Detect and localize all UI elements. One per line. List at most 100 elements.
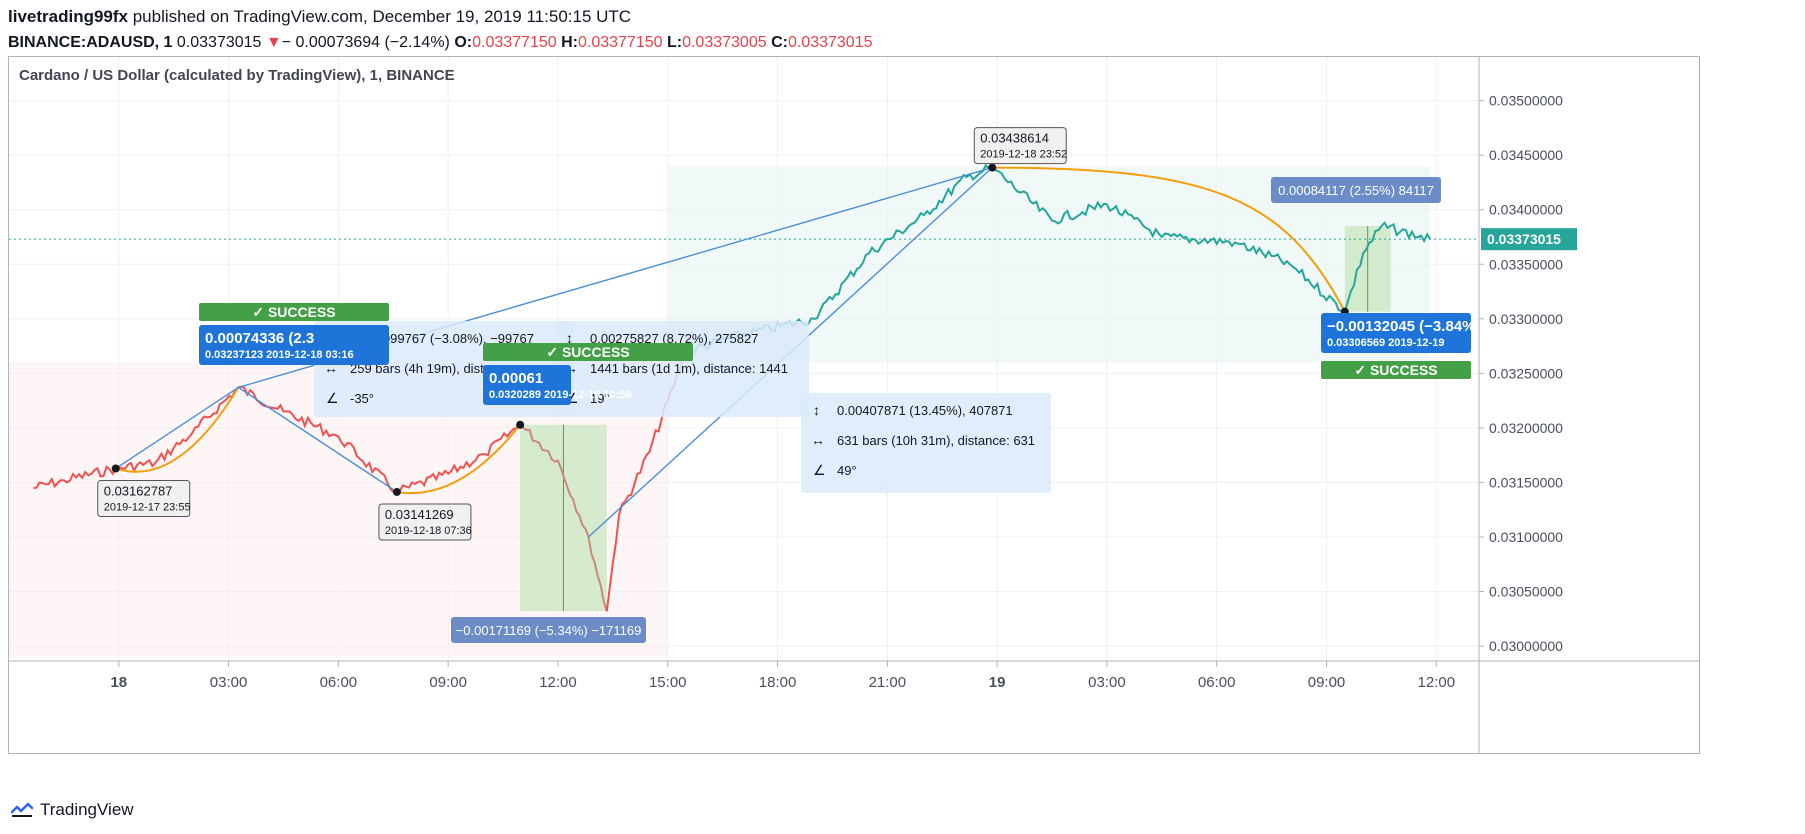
price-series-drop: [519, 424, 608, 612]
range-label-box[interactable]: [1271, 177, 1441, 203]
y-tick-label: 0.03500000: [1489, 93, 1563, 109]
open-value: 0.03377150: [472, 34, 557, 51]
high-label: H:: [561, 34, 578, 51]
low-value: 0.03373005: [682, 34, 767, 51]
y-tick-label: 0.03300000: [1489, 311, 1563, 327]
trade-label-box[interactable]: [483, 365, 571, 405]
publish-info: published on TradingView.com, December 1…: [128, 7, 632, 26]
date-range-icon: ↔: [811, 432, 825, 448]
tradingview-logo-icon: [10, 802, 34, 817]
measure-angle: -35°: [350, 391, 374, 406]
x-tick-label: 12:00: [539, 674, 577, 691]
measure-change: 0.00275827 (8.72%), 275827: [590, 331, 758, 346]
success-tag-text: ✓ SUCCESS: [546, 344, 629, 360]
pivot-time: 2019-12-18 07:36: [385, 525, 472, 537]
range-label-box[interactable]: [451, 617, 646, 643]
price-range-icon: ↕: [566, 330, 573, 346]
measure-bars: 631 bars (10h 31m), distance: 631: [837, 433, 1035, 448]
success-tag: [483, 343, 693, 361]
pattern-arc-3: [992, 166, 1346, 313]
x-tick-label: 06:00: [320, 674, 358, 691]
x-tick-label: 03:00: [210, 674, 248, 691]
y-tick-label: 0.03000000: [1489, 638, 1563, 654]
last-price-tag-text: 0.03373015: [1487, 231, 1561, 247]
x-tick-label: 12:00: [1418, 674, 1456, 691]
price-change: − 0.00073694 (−2.14%): [281, 34, 450, 51]
price-chart[interactable]: 0.03162787 2019-12-17 23:55 0.03141269 2019…: [9, 57, 1699, 753]
y-tick-label: 0.03250000: [1489, 365, 1563, 381]
trade-label-value: 0.00061: [489, 370, 543, 387]
trade-label-box[interactable]: [1321, 313, 1471, 353]
tradingview-brand: TradingView: [40, 800, 134, 819]
range-label-text: 0.00084117 (2.55%) 84117: [1278, 183, 1434, 198]
success-tag: [199, 303, 389, 321]
angle-icon: ∠: [813, 462, 826, 478]
measure-change: −0.00099767 (−3.08%), −99767: [350, 331, 534, 346]
low-label: L:: [666, 34, 683, 51]
pivot-price: 0.03162787: [104, 484, 173, 499]
x-tick-label: 18: [110, 674, 127, 691]
trade-label-sub: 0.03237123 2019-12-18 03:16: [205, 349, 354, 361]
pivot-point[interactable]: [392, 487, 401, 496]
publish-line: livetrading99fx published on TradingView…: [8, 6, 1788, 28]
trade-label-box[interactable]: [199, 325, 389, 365]
price-series-bullish: [686, 163, 1432, 354]
close-value: 0.03373015: [787, 34, 873, 51]
pivot-label-box: [973, 127, 1067, 165]
y-tick-label: 0.03150000: [1489, 474, 1563, 490]
down-arrow-icon: ▼: [265, 34, 282, 51]
trade-label-sub: 0.03306569 2019-12-19: [1327, 337, 1444, 349]
pivot-point[interactable]: [516, 420, 525, 429]
x-tick-label: 21:00: [869, 674, 907, 691]
pivot-label-box: [97, 480, 191, 518]
pivot-point[interactable]: [988, 163, 997, 172]
close-label: C:: [771, 34, 788, 51]
chart-pane[interactable]: 0.03162787 2019-12-17 23:55 0.03141269 2019…: [8, 56, 1700, 754]
price-range-icon: ↕: [813, 402, 820, 418]
x-tick-label: 03:00: [1088, 674, 1126, 691]
success-tag-text: ✓ SUCCESS: [252, 304, 335, 320]
x-tick-label: 19: [989, 674, 1006, 691]
angle-icon: ∠: [326, 390, 339, 406]
measure-change: 0.00407871 (13.45%), 407871: [837, 403, 1013, 418]
pivot-time: 2019-12-18 23:52: [980, 149, 1067, 161]
x-tick-label: 06:00: [1198, 674, 1236, 691]
range-label-text: −0.00171169 (−5.34%) −171169: [456, 623, 642, 638]
measure-angle: 19°: [590, 391, 610, 406]
y-tick-label: 0.03050000: [1489, 584, 1563, 600]
publisher-name[interactable]: livetrading99fx: [8, 7, 128, 26]
open-label: O:: [454, 34, 473, 51]
x-tick-label: 09:00: [1308, 674, 1346, 691]
last-price: 0.03373015: [176, 34, 262, 51]
pivot-point[interactable]: [111, 464, 120, 473]
success-tag: [1321, 361, 1471, 379]
trend-line: [115, 386, 239, 470]
y-tick-label: 0.03400000: [1489, 202, 1563, 218]
y-tick-label: 0.03200000: [1489, 420, 1563, 436]
pattern-arc-2: [396, 424, 521, 495]
chart-title: Cardano / US Dollar (calculated by Tradi…: [19, 67, 455, 84]
quote-line: BINANCE:ADAUSD, 1 0.03373015 ▼− 0.000736…: [8, 32, 1788, 54]
chart-header: livetrading99fx published on TradingView…: [8, 6, 1788, 54]
high-value: 0.03377150: [577, 34, 663, 51]
y-tick-label: 0.03100000: [1489, 529, 1563, 545]
trade-label-value: −0.00132045 (−3.84%): [1327, 318, 1480, 335]
pivot-label-box: [378, 503, 472, 541]
measure-angle: 49°: [837, 463, 857, 478]
success-tag-text: ✓ SUCCESS: [1354, 362, 1437, 378]
trade-label-value: 0.00074336 (2.3: [205, 330, 314, 347]
pivot-time: 2019-12-17 23:55: [104, 502, 191, 514]
measure-bars: 1441 bars (1d 1m), distance: 1441: [590, 361, 788, 376]
last-price-tag: [1481, 228, 1577, 251]
x-tick-label: 18:00: [759, 674, 797, 691]
tradingview-footer[interactable]: TradingView: [10, 800, 134, 820]
pivot-price: 0.03141269: [385, 507, 454, 522]
trend-line: [237, 386, 398, 493]
symbol-name[interactable]: BINANCE:ADAUSD, 1: [8, 34, 173, 51]
y-tick-label: 0.03350000: [1489, 256, 1563, 272]
x-tick-label: 09:00: [429, 674, 467, 691]
measure-box[interactable]: [801, 393, 1051, 493]
y-tick-label: 0.03450000: [1489, 147, 1563, 163]
trade-label-sub: 0.0320289 2019-12-18 10:58: [489, 389, 632, 401]
pattern-arc-1: [115, 386, 240, 473]
